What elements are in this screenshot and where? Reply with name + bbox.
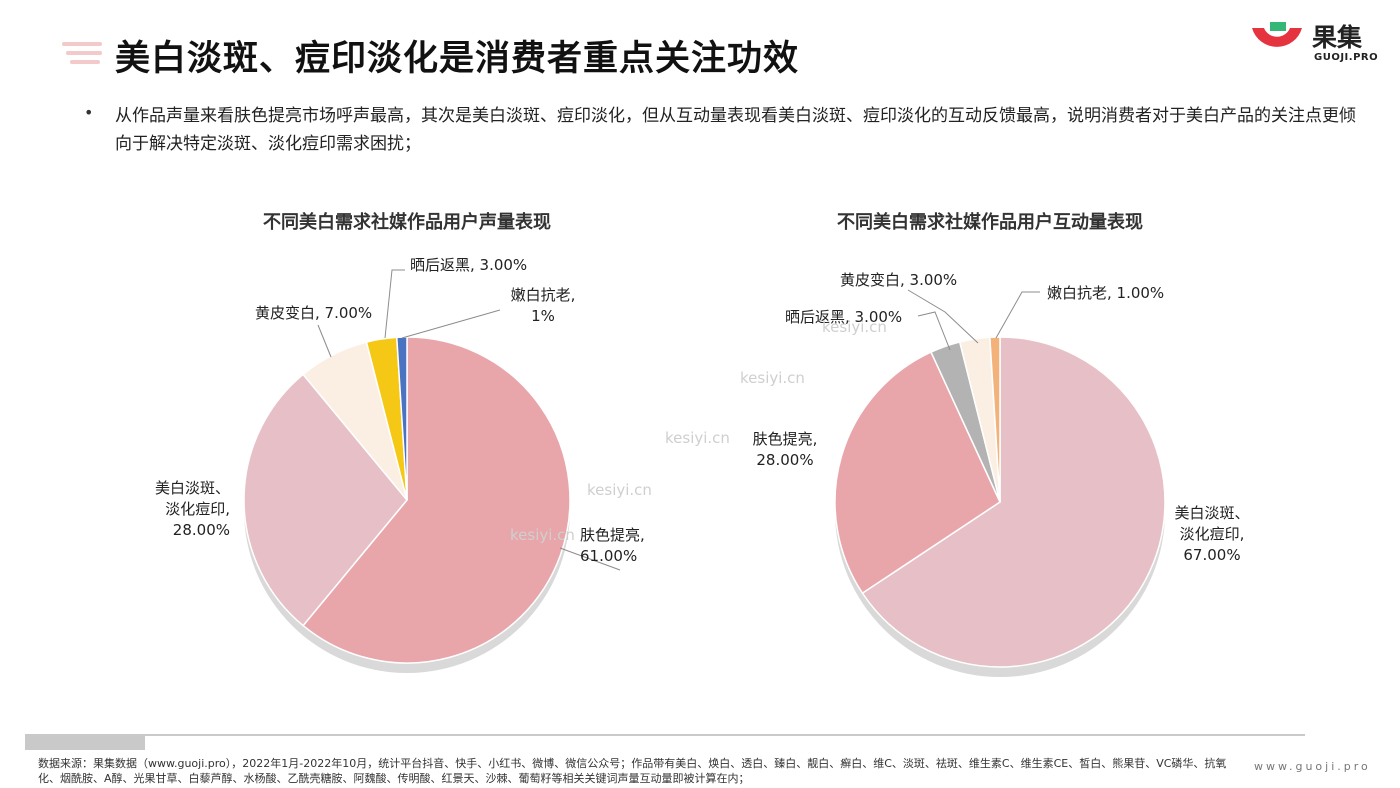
- slice-label: 黄皮变白, 3.00%: [840, 271, 957, 289]
- guoji-logo: 果集 GUOJI.PRO: [1246, 18, 1386, 68]
- chart-title: 不同美白需求社媒作品用户互动量表现: [837, 211, 1143, 233]
- pie-slice: [989, 336, 1001, 503]
- slice-label: 嫩白抗老, 1.00%: [1047, 284, 1164, 302]
- watermark-text: kesiyi.cn: [822, 318, 887, 336]
- label-leader-line: [401, 309, 501, 339]
- slice-label: 淡化痘印,: [165, 500, 230, 518]
- slice-label: 淡化痘印,: [1180, 525, 1245, 543]
- pie-slice: [302, 336, 571, 664]
- label-leader-line: [384, 269, 405, 339]
- watermark-text: kesiyi.cn: [740, 369, 805, 387]
- label-leader-line: [559, 547, 621, 571]
- slice-label: 晒后返黑, 3.00%: [785, 308, 902, 326]
- footer-divider: [25, 734, 1305, 750]
- pie-slice: [243, 373, 408, 627]
- slice-label: 28.00%: [173, 521, 230, 539]
- watermark-text: kesiyi.cn: [510, 526, 575, 544]
- watermark-text: kesiyi.cn: [665, 429, 730, 447]
- watermark-text: kesiyi.cn: [587, 481, 652, 499]
- slice-label: 28.00%: [756, 451, 813, 469]
- summary-text: 从作品声量来看肤色提亮市场呼声最高，其次是美白淡斑、痘印淡化，但从互动量表现看美…: [115, 106, 1356, 154]
- summary-bullet: •: [84, 103, 94, 122]
- label-leader-line: [995, 291, 1040, 339]
- slice-label: 1%: [531, 307, 555, 325]
- slice-label: 黄皮变白, 7.00%: [255, 304, 372, 322]
- label-leader-line: [907, 289, 979, 344]
- logo-text-cn: 果集: [1312, 23, 1363, 52]
- footer-site-url: www.guoji.pro: [1254, 760, 1371, 773]
- label-leader-line: [317, 324, 332, 358]
- page-title: 美白淡斑、痘印淡化是消费者重点关注功效: [115, 39, 800, 79]
- slice-label: 晒后返黑, 3.00%: [410, 256, 527, 274]
- logo-mark-icon: [1252, 22, 1302, 47]
- logo-text-en: GUOJI.PRO: [1314, 52, 1379, 63]
- slice-label: 肤色提亮,: [580, 526, 645, 544]
- pie-slice: [861, 336, 1166, 668]
- slice-label: 61.00%: [580, 547, 637, 565]
- slice-label: 肤色提亮,: [753, 430, 818, 448]
- chart-title: 不同美白需求社媒作品用户声量表现: [263, 211, 551, 233]
- slice-label: 美白淡斑、: [1174, 504, 1249, 522]
- slice-label: 嫩白抗老,: [511, 286, 576, 304]
- slice-label: 美白淡斑、: [155, 479, 230, 497]
- label-leader-line: [917, 311, 951, 351]
- slice-label: 67.00%: [1183, 546, 1240, 564]
- title-decoration: [62, 42, 104, 66]
- data-source-note: 数据来源：果集数据（www.guoji.pro），2022年1月-2022年10…: [38, 757, 1227, 785]
